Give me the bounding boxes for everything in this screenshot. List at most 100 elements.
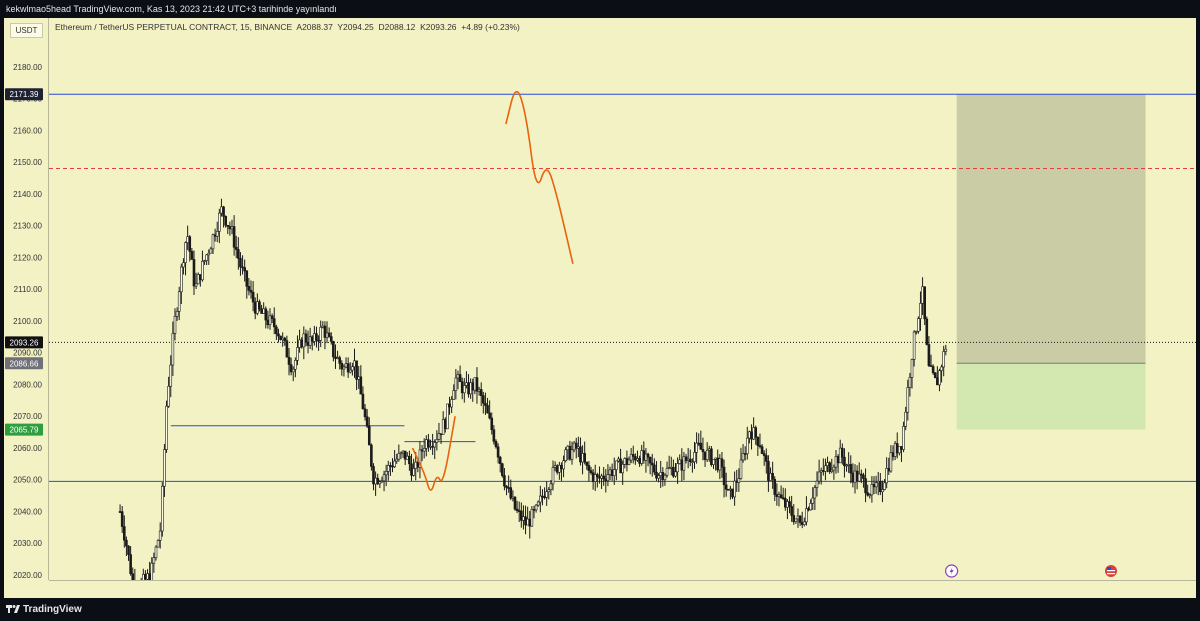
candle-body (342, 366, 346, 370)
candle-body (834, 456, 838, 468)
candle-body (146, 573, 149, 580)
candle-body (456, 374, 460, 379)
candle-body (902, 426, 905, 450)
candle-body (642, 450, 646, 461)
candle-body (798, 515, 802, 523)
candle-body (125, 539, 128, 547)
price-tag-label: 2086.66 (10, 359, 39, 368)
candle-body (714, 457, 717, 460)
candle-body (247, 286, 251, 291)
candle-body (405, 455, 409, 460)
candle-body (621, 463, 624, 474)
candle-body (359, 376, 363, 395)
candle-body (275, 326, 278, 335)
candle-body (826, 462, 829, 466)
candle-body (750, 431, 753, 440)
candle-body (357, 376, 361, 380)
candle-body (672, 466, 675, 477)
candle-body (754, 427, 758, 438)
candle-body (585, 461, 589, 466)
freehand-drawing[interactable] (411, 416, 456, 491)
candle-body (443, 419, 447, 430)
candle-body (184, 242, 187, 264)
candle-body (397, 453, 401, 460)
candle-body (564, 449, 567, 461)
candle-body (211, 234, 215, 250)
candle-body (334, 356, 337, 359)
candle-body (731, 488, 734, 498)
candle-body (501, 463, 504, 476)
candle-body (760, 446, 764, 455)
candle-body (435, 439, 439, 443)
candle-body (748, 431, 751, 439)
freehand-drawing[interactable] (505, 91, 574, 264)
candle-body (655, 471, 658, 479)
candle-body (249, 290, 253, 293)
candle-body (745, 437, 749, 455)
candle-body (638, 458, 641, 464)
price-axis[interactable]: USDT (4, 18, 49, 580)
candle-body (701, 449, 705, 453)
candlestick-chart[interactable]: 2020.00 2030.00 2040.00 2050.00 2060.00 2070.… (4, 18, 1196, 598)
candle-body (703, 451, 707, 460)
candle-body (156, 540, 160, 548)
high-value: Y2094.25 (337, 22, 374, 32)
candle-body (857, 473, 861, 482)
candle-body (688, 458, 692, 462)
candle-body (764, 455, 768, 462)
candle-body (773, 478, 777, 495)
candle-body (847, 464, 850, 466)
candle-body (262, 308, 265, 314)
candle-body (408, 455, 411, 465)
candle-body (319, 326, 322, 341)
candle-body (737, 478, 741, 483)
currency-unit[interactable]: USDT (10, 23, 43, 38)
candle-body (287, 356, 291, 365)
candle-body (306, 342, 310, 346)
candle-body (720, 458, 724, 468)
candle-body (317, 340, 320, 342)
candle-body (596, 474, 599, 477)
candle-body (429, 445, 432, 448)
position-stop-zone[interactable] (956, 363, 1146, 430)
candle-body (646, 453, 650, 458)
candle-body (832, 466, 836, 471)
candle-body (895, 443, 899, 454)
chart-area[interactable]: 2020.00 2030.00 2040.00 2050.00 2060.00 2070.… (4, 18, 1196, 598)
chart-frame[interactable]: USDT 2020.00 2030.00 2040.00 2050.00 2060.00… (4, 18, 1196, 599)
candle-body (792, 515, 796, 523)
flag-stripe-icon (1107, 570, 1116, 572)
candle-body (484, 402, 487, 406)
candle-body (532, 509, 536, 511)
candle-body (697, 442, 701, 445)
candle-body (127, 545, 130, 555)
candle-body (874, 482, 878, 488)
position-target-zone[interactable] (956, 94, 1146, 364)
candle-body (726, 489, 730, 491)
candle-body (285, 340, 289, 358)
candle-body (401, 450, 405, 454)
candle-body (291, 368, 295, 373)
candle-body (919, 303, 922, 319)
candle-body (794, 518, 798, 523)
candle-body (674, 471, 677, 477)
candle-body (887, 468, 891, 472)
candle-body (507, 487, 510, 489)
candle-body (382, 474, 386, 482)
candle-body (680, 459, 684, 471)
candle-body (260, 308, 263, 314)
candle-body (936, 377, 939, 386)
y-tick-label: 2040.00 (13, 507, 42, 516)
candle-body (370, 444, 373, 467)
candle-body (226, 225, 230, 227)
candle-body (378, 481, 382, 485)
candle-body (424, 439, 428, 449)
flag-stripe-icon (1107, 573, 1116, 575)
candle-body (788, 501, 791, 507)
candle-body (399, 452, 403, 455)
candle-body (579, 446, 582, 463)
y-tick-label: 2140.00 (13, 190, 42, 199)
time-axis[interactable] (49, 580, 1196, 599)
price-tag-box (5, 336, 43, 349)
candle-body (572, 442, 576, 451)
